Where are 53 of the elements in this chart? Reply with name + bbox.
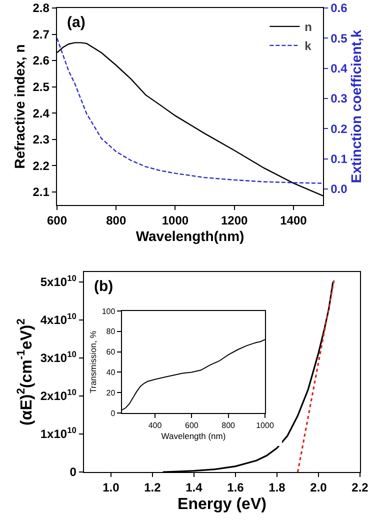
y2-tick-label: 0.1 — [330, 152, 348, 166]
y-tick-label: 0 — [70, 465, 77, 480]
y-tick-label: 1x10$^{10}$ — [40, 425, 77, 442]
y-tick-label: 5x10$^{10}$ — [40, 273, 77, 290]
y-tick-label: 0 — [110, 408, 116, 418]
x-tick-label: 600 — [184, 420, 199, 430]
x-axis-title: Wavelength (nm) — [161, 431, 226, 442]
y2-tick-label: 0.6 — [330, 1, 348, 16]
x-tick-label: 800 — [222, 420, 236, 430]
y-tick-label: 4x10$^{10}$ — [40, 311, 77, 328]
y-tick-label: 2.5 — [32, 80, 50, 94]
y-tick-label: 2.6 — [32, 54, 50, 68]
x-tick-label: 1.2 — [144, 480, 162, 495]
x-tick-label: 600 — [46, 214, 68, 228]
x-tick-label: 400 — [148, 420, 162, 430]
x-tick-label: 1000 — [162, 214, 189, 228]
annotation: (b) — [94, 278, 114, 295]
y-axis-title: Transmission, % — [88, 330, 98, 394]
y-tick-label: 2.3 — [32, 132, 50, 147]
y-tick-label: 3x10$^{10}$ — [40, 349, 77, 366]
x-tick-label: 1.6 — [227, 480, 244, 495]
y2-tick-label: 0.0 — [330, 182, 348, 196]
y-tick-label: 2.2 — [32, 158, 50, 173]
y-tick-label: 100 — [102, 306, 116, 316]
y2-tick-label: 0.2 — [330, 122, 348, 136]
legend-label: n — [304, 20, 312, 34]
x-tick-label: 800 — [106, 214, 126, 228]
y-tick-label: 2.8 — [32, 1, 50, 16]
y2-tick-label: 0.3 — [330, 92, 348, 106]
y-tick-label: 2.4 — [32, 106, 50, 120]
y-tick-label: 60 — [106, 348, 116, 357]
y-tick-label: 80 — [106, 327, 116, 336]
y-tick-label: 2.7 — [32, 27, 50, 42]
annotation: (a) — [67, 14, 86, 31]
x-axis-title: Wavelength(nm) — [136, 228, 244, 244]
x-tick-label: 2.2 — [352, 480, 369, 495]
x-tick-label: 1.8 — [268, 480, 286, 495]
x-tick-label: 1000 — [256, 420, 274, 430]
x-tick-label: 1.4 — [186, 480, 203, 495]
y2-tick-label: 0.4 — [330, 62, 348, 76]
y-axis-title: Refractive index, n — [11, 44, 28, 169]
y-tick-label: 2x10$^{10}$ — [40, 387, 77, 404]
x-tick-label: 2.0 — [310, 480, 328, 495]
x-tick-label: 1.0 — [102, 480, 120, 495]
x-tick-label: 1200 — [220, 214, 248, 228]
y2-tick-label: 0.5 — [330, 31, 348, 46]
y-tick-label: 2.1 — [32, 185, 50, 200]
x-axis-title: Energy (eV) — [178, 496, 266, 514]
legend-label: k — [304, 39, 312, 54]
y-tick-label: 20 — [106, 388, 116, 398]
x-tick-label: 1400 — [280, 214, 308, 228]
y2-axis-title: Extinction coefficient,k — [348, 30, 364, 184]
y-tick-label: 40 — [106, 368, 116, 377]
